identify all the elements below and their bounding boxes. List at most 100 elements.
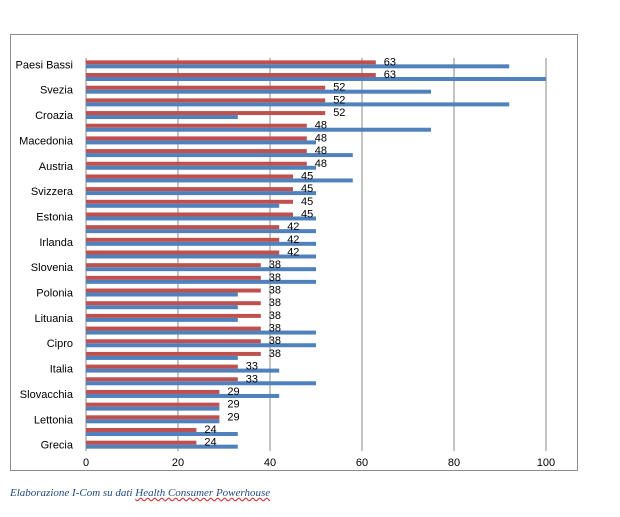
- data-label: 42: [287, 221, 299, 233]
- x-tick-label: 80: [448, 457, 460, 469]
- x-tick-label: 60: [356, 457, 368, 469]
- bar-red: [86, 313, 261, 318]
- bar-red: [86, 199, 293, 204]
- data-label: 45: [301, 183, 313, 195]
- bar-red: [86, 263, 261, 268]
- category-label: Irlanda: [39, 237, 74, 249]
- category-label: Lettonia: [34, 414, 74, 426]
- bar-blue: [86, 102, 510, 107]
- category-label: Svezia: [40, 85, 74, 97]
- x-tick-label: 40: [264, 457, 276, 469]
- bar-blue: [86, 127, 431, 132]
- data-label: 52: [333, 94, 345, 106]
- caption-prefix: Elaborazione I-Com su dati: [10, 487, 136, 499]
- data-label: 38: [269, 272, 281, 284]
- bar-red: [86, 161, 307, 166]
- data-label: 29: [227, 411, 239, 423]
- bar-blue: [86, 419, 220, 424]
- bar-red: [86, 326, 261, 331]
- category-label: Slovenia: [31, 262, 74, 274]
- bar-blue: [86, 305, 238, 310]
- data-label: 29: [227, 399, 239, 411]
- bar-red: [86, 98, 326, 103]
- bar-blue: [86, 393, 280, 398]
- bar-red: [86, 389, 220, 394]
- bar-blue: [86, 330, 316, 335]
- data-label: 45: [301, 170, 313, 182]
- bar-blue: [86, 355, 238, 360]
- data-label: 45: [301, 196, 313, 208]
- data-label: 38: [269, 335, 281, 347]
- bar-red: [86, 237, 280, 242]
- bar-blue: [86, 406, 220, 411]
- data-label: 38: [269, 285, 281, 297]
- data-label: 38: [269, 259, 281, 271]
- bar-red: [86, 174, 293, 179]
- bar-red: [86, 73, 376, 78]
- category-label: Macedonia: [19, 135, 74, 147]
- bar-red: [86, 440, 197, 445]
- data-label: 52: [333, 107, 345, 119]
- bar-red: [86, 427, 197, 432]
- data-label: 48: [315, 120, 327, 132]
- bar-red: [86, 402, 220, 407]
- category-label: Paesi Bassi: [16, 59, 73, 71]
- data-label: 63: [384, 56, 396, 68]
- category-label: Cipro: [47, 338, 73, 350]
- data-label: 24: [204, 424, 216, 436]
- bar-blue: [86, 279, 316, 284]
- category-label: Svizzera: [31, 186, 74, 198]
- category-label: Grecia: [41, 440, 74, 452]
- data-label: 38: [269, 323, 281, 335]
- data-label: 48: [315, 132, 327, 144]
- bar-red: [86, 415, 220, 420]
- bar-red: [86, 187, 293, 192]
- bar-red: [86, 225, 280, 230]
- bar-blue: [86, 254, 316, 259]
- category-label: Estonia: [36, 211, 74, 223]
- bar-red: [86, 377, 238, 382]
- bar-red: [86, 351, 261, 356]
- bar-chart: 0 20 40 60 80 10024Grecia2429Lettonia2929Slov…: [16, 56, 556, 469]
- bar-red: [86, 123, 307, 128]
- bar-blue: [86, 140, 316, 145]
- chart-area: 0 20 40 60 80 100 24 Grecia 24 29 Lettonia 29 29 Slov…: [10, 34, 578, 471]
- bar-blue: [86, 191, 316, 196]
- bar-blue: [86, 317, 238, 322]
- bar-blue: [86, 368, 280, 373]
- bar-blue: [86, 343, 316, 348]
- x-tick-label: 0: [83, 457, 89, 469]
- bar-blue: [86, 115, 238, 120]
- bar-red: [86, 250, 280, 255]
- data-label: 29: [227, 386, 239, 398]
- category-label: Polonia: [36, 288, 74, 300]
- data-label: 45: [301, 208, 313, 220]
- bar-blue: [86, 165, 316, 170]
- bar-blue: [86, 77, 546, 82]
- data-label: 63: [384, 69, 396, 81]
- data-label: 52: [333, 82, 345, 94]
- bar-blue: [86, 89, 431, 94]
- category-label: Lituania: [34, 313, 73, 325]
- data-label: 48: [315, 145, 327, 157]
- category-label: Croazia: [35, 110, 74, 122]
- data-label: 33: [246, 373, 258, 385]
- data-label: 48: [315, 158, 327, 170]
- bar-blue: [86, 381, 316, 386]
- bar-red: [86, 364, 238, 369]
- data-label: 38: [269, 310, 281, 322]
- category-label: Italia: [50, 364, 74, 376]
- data-label: 38: [269, 348, 281, 360]
- data-label: 24: [204, 437, 216, 449]
- data-label: 42: [287, 234, 299, 246]
- bar-blue: [86, 431, 238, 436]
- category-label: Austria: [39, 161, 74, 173]
- bar-blue: [86, 241, 316, 246]
- bar-blue: [86, 64, 510, 69]
- bar-red: [86, 136, 307, 141]
- data-label: 42: [287, 247, 299, 259]
- bar-blue: [86, 216, 316, 221]
- bar-blue: [86, 267, 316, 272]
- bar-blue: [86, 292, 238, 297]
- caption-source: Health Consumer Powerhouse: [135, 487, 271, 499]
